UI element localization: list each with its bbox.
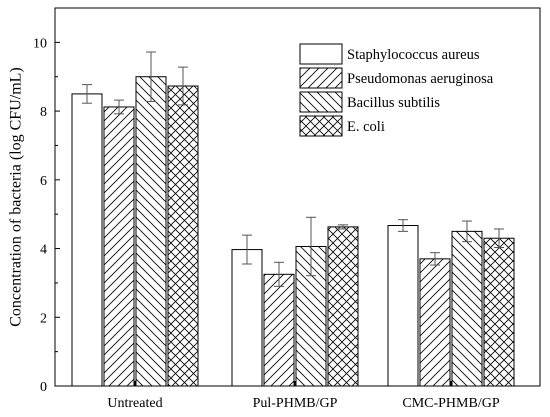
y-axis: 0 2 4 6 8 10 [33, 36, 60, 395]
y-tick-label: 10 [33, 36, 47, 51]
x-tick-label: Pul-PHMB/GP [253, 396, 338, 411]
bar [167, 85, 199, 387]
plot-area-frame [54, 7, 541, 387]
y-tick-label: 0 [40, 380, 47, 395]
bar [135, 76, 167, 387]
bars-layer [71, 76, 515, 387]
bar [419, 258, 451, 387]
y-tick-label: 8 [40, 105, 47, 120]
errorbars-layer [82, 51, 504, 287]
legend: Staphylococcus aureus Pseudomonas aerugin… [299, 43, 494, 137]
x-tick-label: Untreated [107, 396, 162, 411]
legend-label: Pseudomonas aeruginosa [347, 71, 494, 87]
x-tick-label: CMC-PHMB/GP [402, 396, 499, 411]
legend-label: E. coli [347, 119, 385, 135]
y-tick-label: 4 [40, 243, 47, 258]
bar [71, 93, 103, 387]
bar [231, 249, 263, 387]
bar [103, 106, 135, 387]
bar [327, 226, 359, 387]
bar [387, 225, 419, 387]
y-axis-label: Concentration of bacteria (log CFU/mL) [8, 67, 25, 326]
legend-swatch [299, 115, 343, 137]
bar [451, 230, 483, 387]
y-tick-label: 2 [40, 311, 47, 326]
bar [263, 273, 295, 387]
legend-swatch [299, 67, 343, 89]
x-axis: Untreated Pul-PHMB/GP CMC-PHMB/GP [107, 381, 500, 411]
y-tick-label: 6 [40, 174, 47, 189]
legend-label: Staphylococcus aureus [347, 47, 480, 63]
legend-swatch [299, 91, 343, 113]
legend-label: Bacillus subtilis [347, 95, 440, 111]
legend-swatch [299, 43, 343, 65]
bar [483, 237, 515, 387]
